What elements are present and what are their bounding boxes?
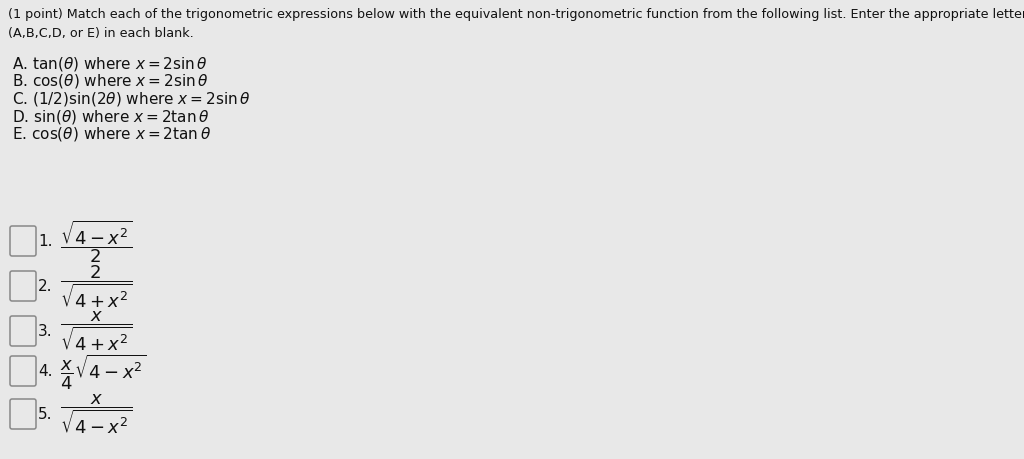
FancyBboxPatch shape bbox=[10, 399, 36, 429]
Text: A. $\tan(\theta)$ where $x = 2\sin\theta$: A. $\tan(\theta)$ where $x = 2\sin\theta… bbox=[12, 55, 208, 73]
Text: D. $\sin(\theta)$ where $x = 2\tan\theta$: D. $\sin(\theta)$ where $x = 2\tan\theta… bbox=[12, 107, 209, 125]
Text: 4.: 4. bbox=[38, 364, 52, 379]
Text: 1.: 1. bbox=[38, 234, 52, 249]
Text: 3.: 3. bbox=[38, 324, 52, 339]
Text: 2.: 2. bbox=[38, 279, 52, 294]
Text: E. $\cos(\theta)$ where $x = 2\tan\theta$: E. $\cos(\theta)$ where $x = 2\tan\theta… bbox=[12, 125, 211, 143]
FancyBboxPatch shape bbox=[10, 271, 36, 302]
Text: (1 point) Match each of the trigonometric expressions below with the equivalent : (1 point) Match each of the trigonometri… bbox=[8, 8, 1024, 21]
Text: C. $(1/2)\sin(2\theta)$ where $x = 2\sin\theta$: C. $(1/2)\sin(2\theta)$ where $x = 2\sin… bbox=[12, 90, 251, 108]
Text: (A,B,C,D, or E) in each blank.: (A,B,C,D, or E) in each blank. bbox=[8, 27, 194, 40]
Text: B. $\cos(\theta)$ where $x = 2\sin\theta$: B. $\cos(\theta)$ where $x = 2\sin\theta… bbox=[12, 73, 209, 90]
Text: $\dfrac{x}{\sqrt{4+x^2}}$: $\dfrac{x}{\sqrt{4+x^2}}$ bbox=[60, 309, 132, 353]
FancyBboxPatch shape bbox=[10, 316, 36, 346]
Text: $\dfrac{\sqrt{4-x^2}}{2}$: $\dfrac{\sqrt{4-x^2}}{2}$ bbox=[60, 218, 132, 265]
FancyBboxPatch shape bbox=[10, 226, 36, 257]
FancyBboxPatch shape bbox=[10, 356, 36, 386]
Text: $\dfrac{x}{4}\sqrt{4-x^2}$: $\dfrac{x}{4}\sqrt{4-x^2}$ bbox=[60, 352, 146, 391]
Text: 5.: 5. bbox=[38, 407, 52, 421]
Text: $\dfrac{x}{\sqrt{4-x^2}}$: $\dfrac{x}{\sqrt{4-x^2}}$ bbox=[60, 392, 132, 436]
Text: $\dfrac{2}{\sqrt{4+x^2}}$: $\dfrac{2}{\sqrt{4+x^2}}$ bbox=[60, 263, 132, 310]
